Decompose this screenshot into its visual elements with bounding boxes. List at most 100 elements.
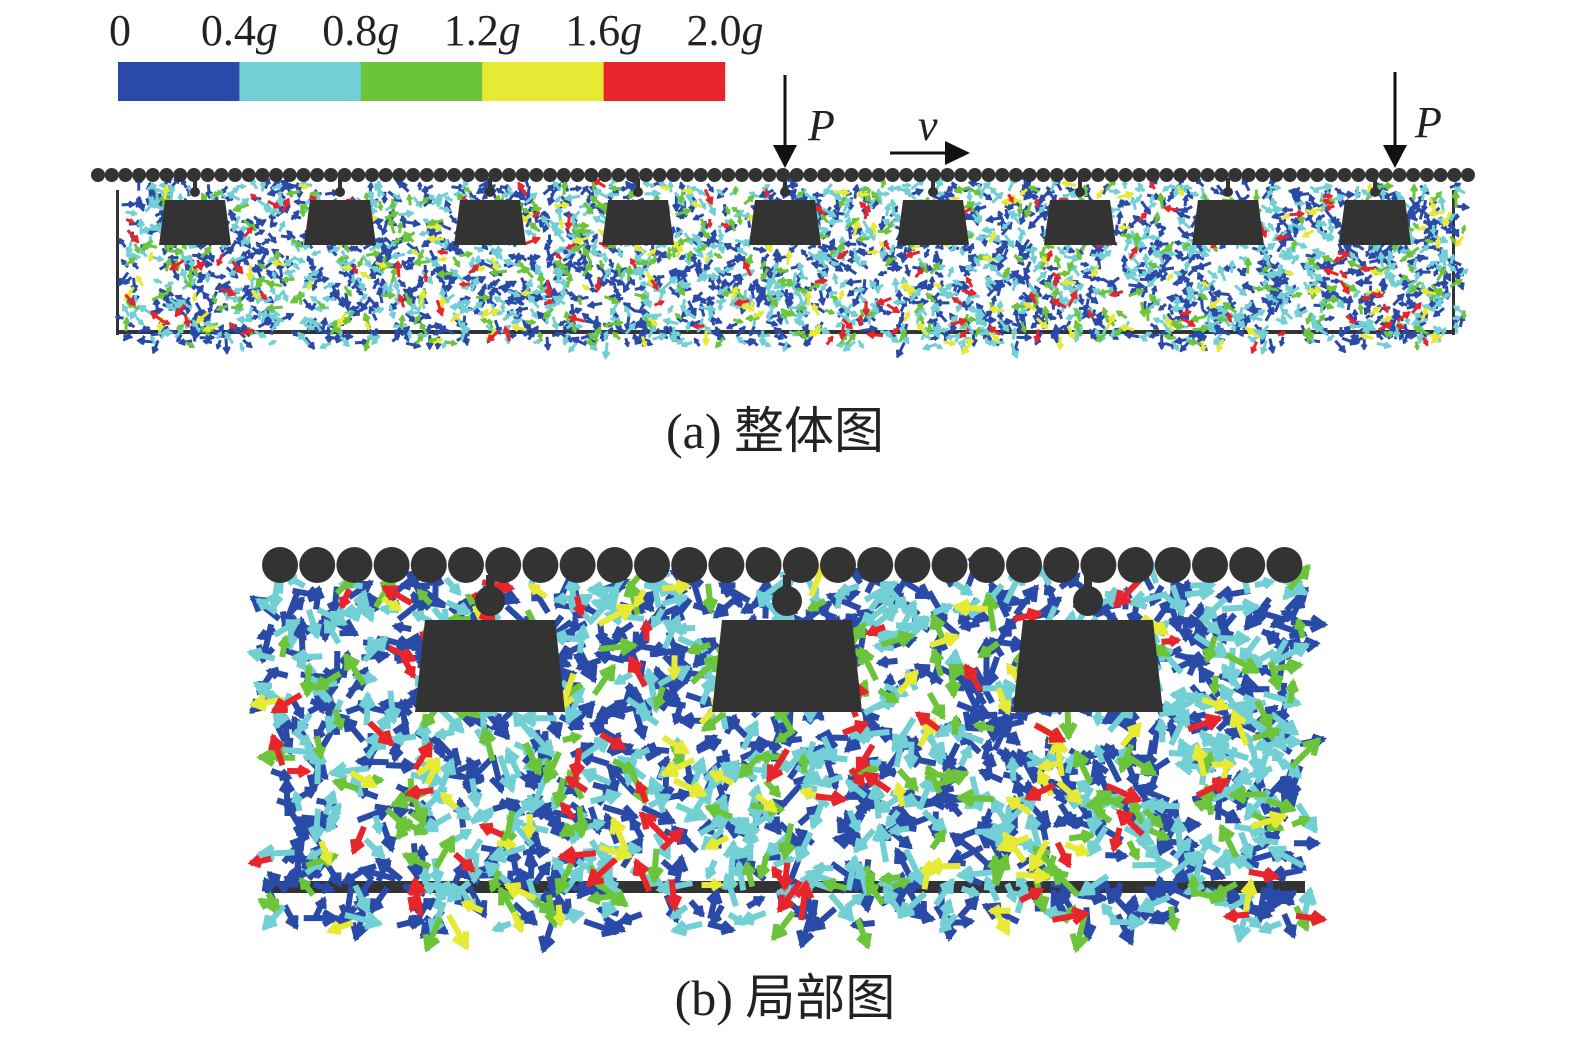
hanger-joint [1370,187,1380,197]
track-pad [1013,620,1163,712]
chain-ball [392,168,407,182]
chain-ball [1433,168,1448,182]
chain-ball [91,168,105,182]
colorbar-label: 2.0g [687,6,764,55]
label-number: 0.8 [322,6,377,55]
hanger-joint [335,187,345,197]
chain-ball [1229,547,1266,583]
annotations: P P v (a) 整体图 (b) 局部图 [666,72,1442,1026]
chain-ball [1269,168,1284,182]
track-pad [454,200,526,245]
hanger-joint [190,187,200,197]
particle-arrows [247,577,1328,927]
chain-ball [666,168,681,182]
chain-ball [1132,168,1147,182]
chain-ball [336,547,373,583]
colorbar-segment [360,62,483,101]
chain-ball [899,168,914,182]
chain-ball [1050,168,1064,182]
hanger-joint [1073,586,1103,616]
chain-ball [228,168,242,182]
chain-ball [940,168,955,182]
track-pad [304,200,376,245]
label-number: 1.2 [444,6,499,55]
label-number: 0 [109,6,131,55]
arrowhead [1383,145,1407,168]
label-unit: g [742,6,764,55]
chain-ball [186,168,201,182]
chain-ball [981,168,996,182]
chain-ball [1406,168,1421,182]
chain-ball [1008,168,1023,182]
chain-ball [1337,168,1352,182]
caption: (a) 整体图 [666,403,884,459]
hanger [931,178,935,192]
box-wall [116,190,119,335]
chain-ball [721,168,736,182]
chain-ball [967,168,982,182]
chain-ball [782,547,819,583]
label-number: 1.6 [565,6,620,55]
hanger-joint [633,187,643,197]
chain-ball [200,168,215,182]
chain-ball [995,168,1010,182]
chain-ball [323,168,338,182]
label-number: 2.0 [687,6,742,55]
chain-ball [145,168,160,182]
hanger [488,178,492,192]
chain-ball [1255,168,1270,182]
chain-ball [926,168,941,182]
chain-ball [857,547,894,583]
chain-ball [1296,168,1311,182]
chain-ball [1043,547,1080,583]
chain-ball [1392,168,1407,182]
track-pad [159,200,231,245]
particle-arrows [256,563,1322,954]
chain-ball [132,168,147,182]
chain-ball [745,547,782,583]
chain-ball [556,168,571,182]
hanger-joint [485,187,495,197]
colorbar-segment [603,62,726,101]
hanger [1078,178,1082,192]
chain-ball [1022,168,1037,182]
chain-ball [671,547,708,583]
chain-ball [406,168,421,182]
chain-ball [1118,168,1133,182]
hanger [193,178,197,192]
chain-ball [241,168,256,182]
chain-ball [351,168,366,182]
label-unit: g [620,6,642,55]
track-pad [1044,200,1116,245]
chain-ball [1228,168,1243,182]
chain-ball [433,168,448,182]
track-pad [602,200,674,245]
colorbar-label: 0 [109,6,131,55]
label-unit: g [377,6,399,55]
chain-ball [885,168,900,182]
chain-ball [373,547,410,583]
chain-ball [1187,168,1201,182]
chain-ball [529,168,544,182]
track-pad [1192,200,1264,245]
chain-ball [820,547,856,583]
label-unit: g [499,6,521,55]
chain-ball [830,168,845,182]
colorbar-segment [239,62,361,101]
chain-ball [1117,547,1154,583]
chain-ball [282,168,297,182]
panel-a [91,168,1475,360]
chain-ball [1266,547,1303,583]
chain-ball [410,547,447,583]
chain-ball [255,168,270,182]
hanger [338,178,342,192]
chain-ball [419,168,434,182]
chain-ball [1310,168,1325,182]
panel-b [246,547,1329,954]
chain-ball [310,168,325,182]
load-label: P [807,101,835,150]
box-floor [116,330,1455,334]
chain-ball [296,168,311,182]
chain-ball [1173,168,1188,182]
